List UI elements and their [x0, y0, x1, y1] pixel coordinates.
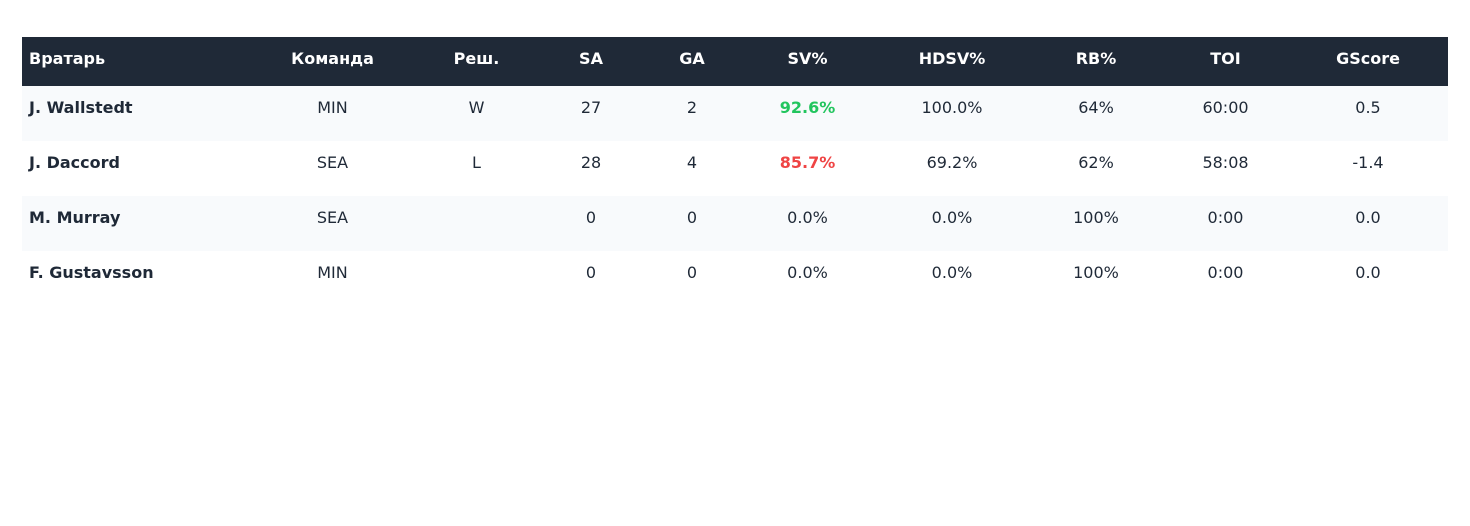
cell-rb-pct: 64% [1078, 98, 1114, 117]
table-header: Вратарь Команда Реш. SA GA SV% HDSV% RB%… [22, 37, 1448, 86]
table-row: J. Daccord SEA L 28 4 85.7% 69.2% 62% 58… [22, 141, 1448, 196]
cell-goalie: M. Murray [29, 208, 121, 227]
header-rb-pct[interactable]: RB% [1075, 49, 1117, 68]
cell-sa: 0 [585, 263, 597, 282]
cell-hdsv-pct: 69.2% [926, 153, 978, 172]
cell-ga: 2 [686, 98, 698, 117]
cell-decision [415, 196, 538, 251]
cell-ga: 4 [686, 153, 698, 172]
cell-sv-pct: 0.0% [787, 263, 828, 282]
cell-hdsv-pct: 0.0% [931, 263, 973, 282]
cell-hdsv-pct: 0.0% [931, 208, 973, 227]
cell-goalie: F. Gustavsson [29, 263, 154, 282]
cell-sv-pct: 92.6% [779, 98, 836, 117]
table-row: F. Gustavsson MIN 0 0 0.0% 0.0% 100% 0:0… [22, 251, 1448, 306]
cell-sv-pct: 85.7% [779, 153, 836, 172]
cell-goalie: J. Wallstedt [29, 98, 133, 117]
header-ga[interactable]: GA [679, 49, 705, 68]
cell-gscore: -1.4 [1352, 153, 1384, 172]
cell-gscore: 0.5 [1355, 98, 1381, 117]
cell-sv-pct: 0.0% [787, 208, 828, 227]
cell-rb-pct: 100% [1073, 263, 1119, 282]
table-row: M. Murray SEA 0 0 0.0% 0.0% 100% 0:00 0.… [22, 196, 1448, 251]
header-hdsv-pct[interactable]: HDSV% [918, 49, 986, 68]
header-gscore[interactable]: GScore [1336, 49, 1400, 68]
cell-team: SEA [316, 153, 349, 172]
header-decision[interactable]: Реш. [453, 49, 500, 68]
cell-sa: 27 [580, 98, 602, 117]
header-goalie[interactable]: Вратарь [29, 49, 106, 68]
cell-toi: 60:00 [1202, 98, 1249, 117]
cell-toi: 58:08 [1202, 153, 1249, 172]
cell-decision: L [472, 153, 481, 172]
cell-hdsv-pct: 100.0% [921, 98, 983, 117]
cell-team: SEA [316, 208, 349, 227]
table-body: J. Wallstedt MIN W 27 2 92.6% 100.0% 64%… [22, 86, 1448, 306]
cell-sa: 28 [580, 153, 602, 172]
cell-gscore: 0.0 [1355, 263, 1381, 282]
cell-sa: 0 [585, 208, 597, 227]
goalie-stats-table-container: Вратарь Команда Реш. SA GA SV% HDSV% RB%… [22, 37, 1448, 306]
cell-toi: 0:00 [1207, 263, 1244, 282]
cell-ga: 0 [686, 208, 698, 227]
header-toi[interactable]: TOI [1210, 49, 1241, 68]
goalie-stats-table: Вратарь Команда Реш. SA GA SV% HDSV% RB%… [22, 37, 1448, 306]
cell-toi: 0:00 [1207, 208, 1244, 227]
table-row: J. Wallstedt MIN W 27 2 92.6% 100.0% 64%… [22, 86, 1448, 141]
cell-rb-pct: 62% [1078, 153, 1114, 172]
header-team[interactable]: Команда [291, 49, 374, 68]
header-sv-pct[interactable]: SV% [787, 49, 828, 68]
cell-gscore: 0.0 [1355, 208, 1381, 227]
header-row: Вратарь Команда Реш. SA GA SV% HDSV% RB%… [22, 37, 1448, 86]
cell-decision: W [468, 98, 485, 117]
cell-ga: 0 [686, 263, 698, 282]
cell-goalie: J. Daccord [29, 153, 120, 172]
header-sa[interactable]: SA [579, 49, 603, 68]
cell-rb-pct: 100% [1073, 208, 1119, 227]
cell-decision [415, 251, 538, 306]
cell-team: MIN [317, 98, 348, 117]
cell-team: MIN [317, 263, 348, 282]
